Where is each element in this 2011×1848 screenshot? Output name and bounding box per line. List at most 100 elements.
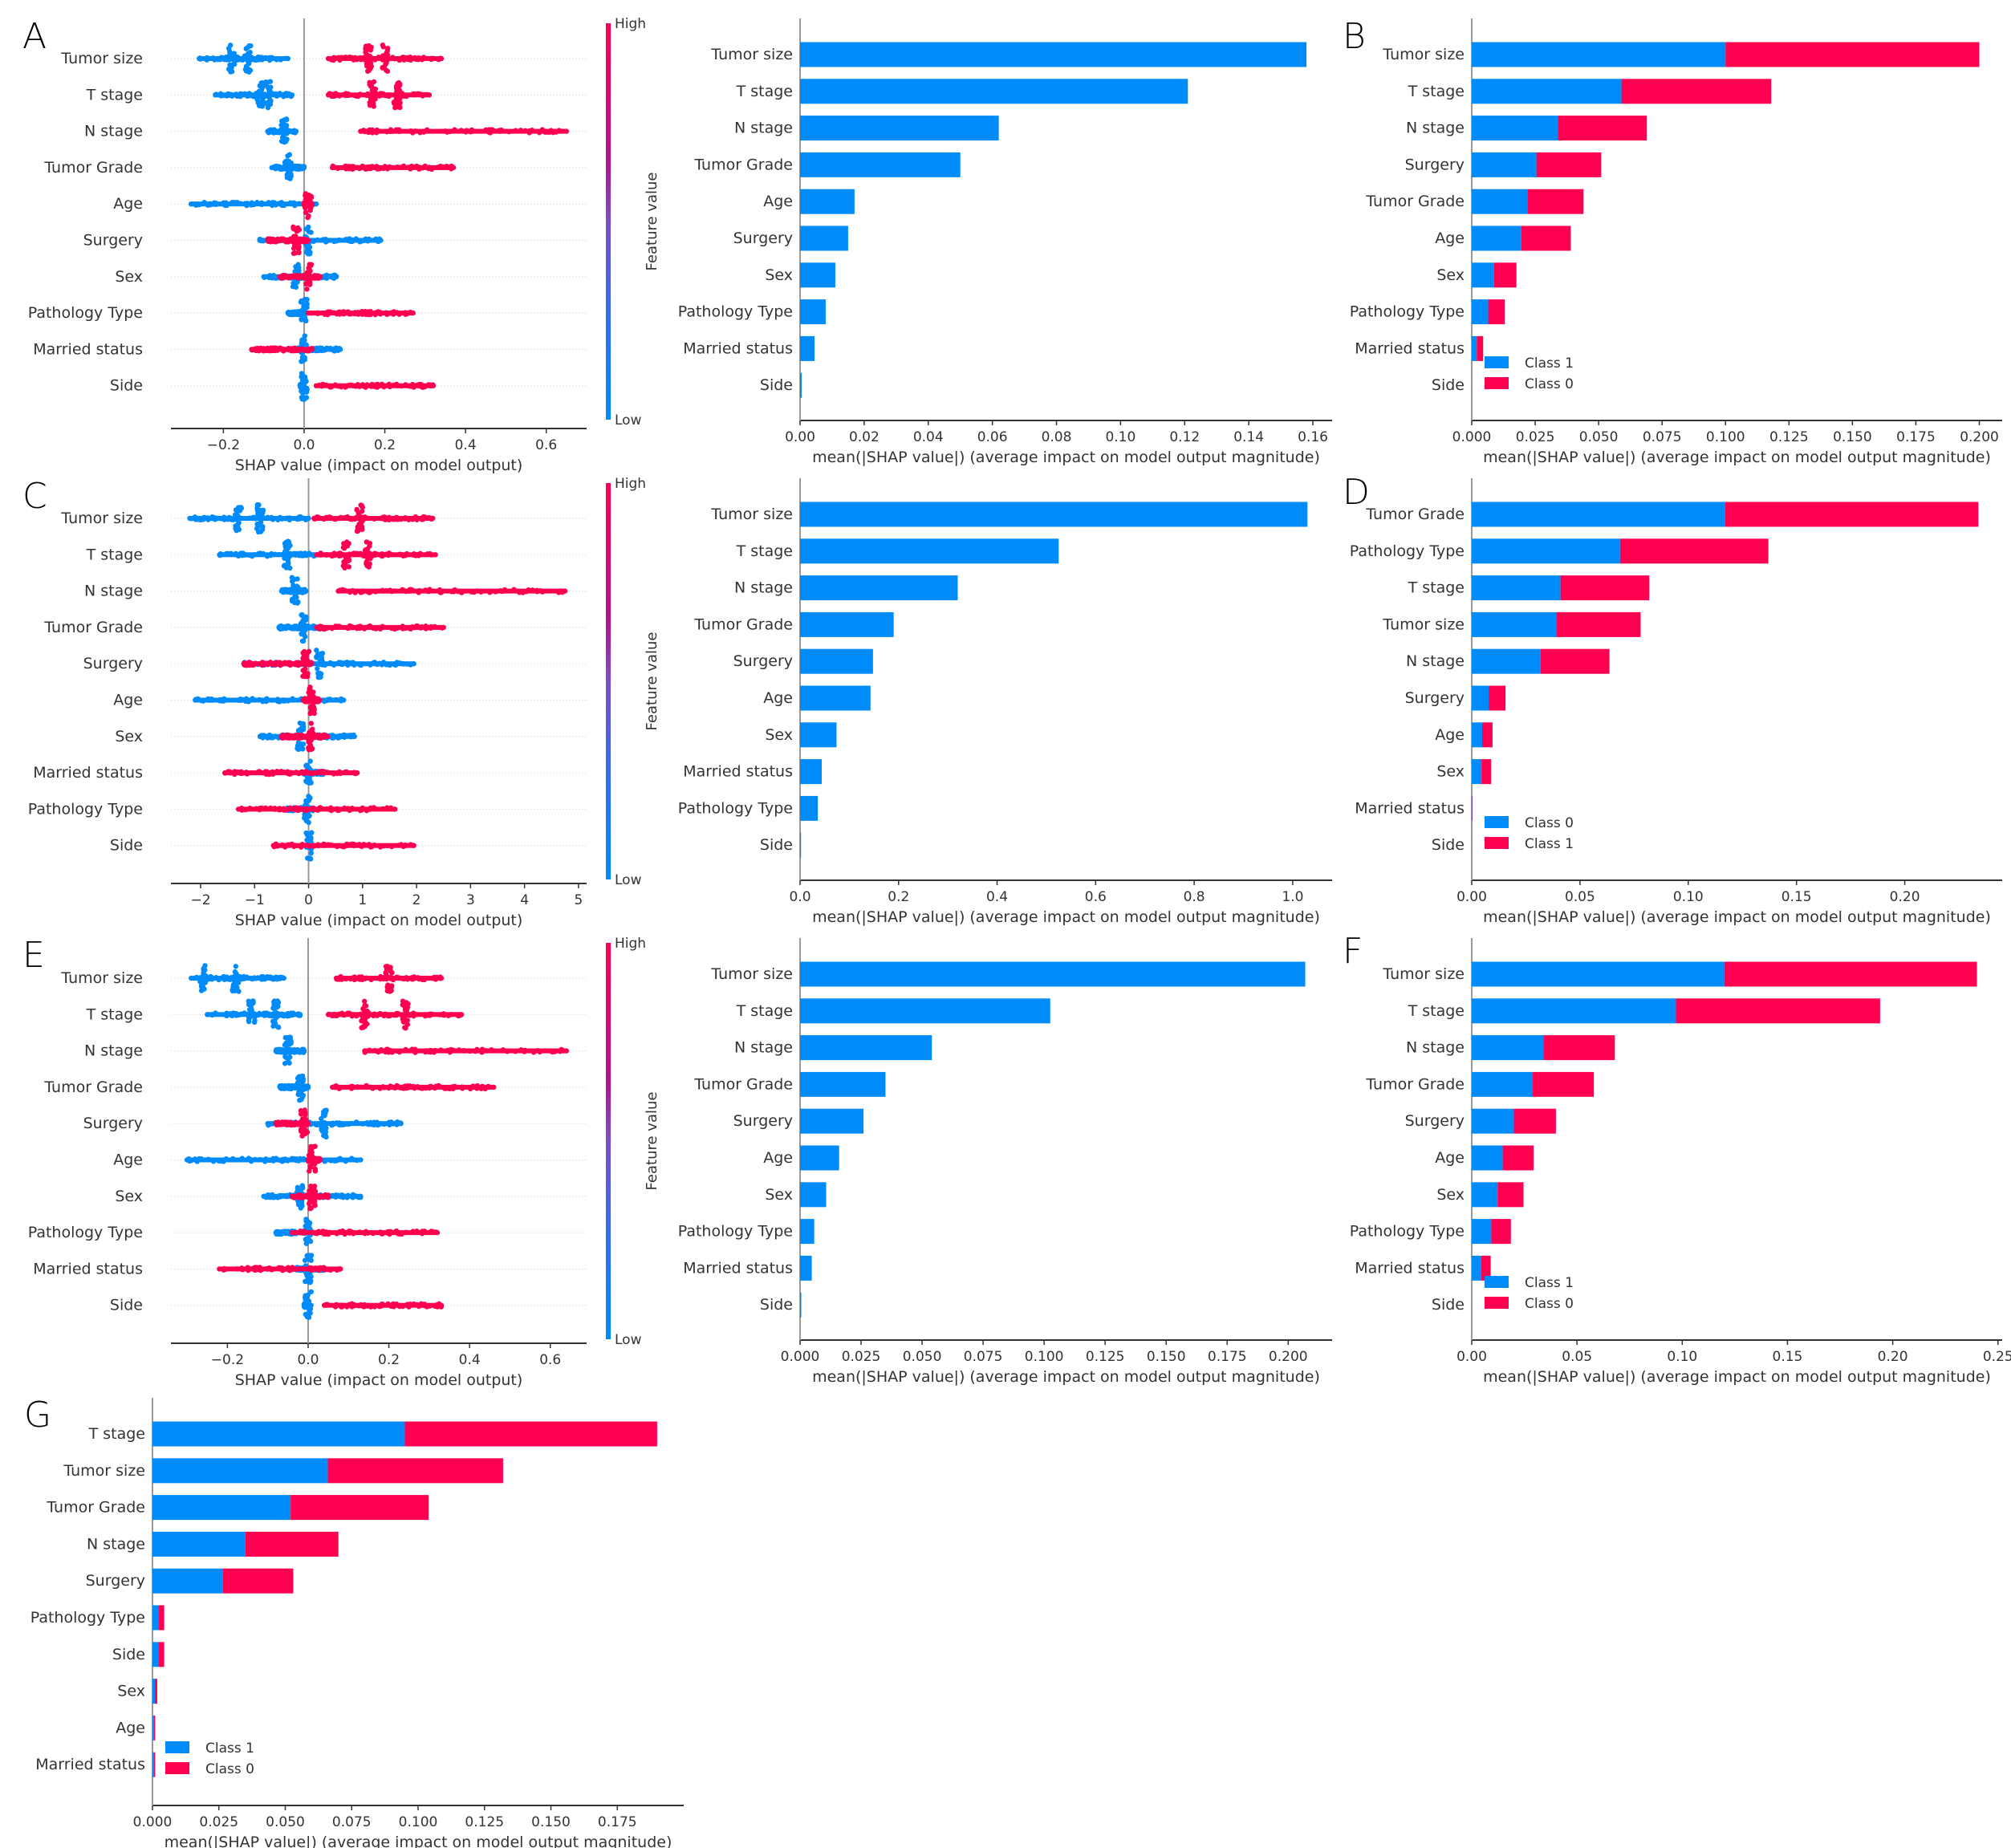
shap-point-low [300, 622, 306, 628]
shap-point-low [292, 599, 298, 606]
category-label: Tumor Grade [1365, 506, 1465, 523]
shap-point-low [299, 316, 304, 322]
category-label: Tumor Grade [693, 156, 793, 173]
x-tick-label: 0.6 [1085, 889, 1107, 905]
shap-point-low [296, 1089, 302, 1095]
shap-point-high [366, 43, 372, 49]
shap-point-band-low [259, 238, 381, 243]
shap-point-low [306, 812, 311, 818]
shap-point-high [394, 96, 400, 102]
shap-point-band-low [215, 92, 292, 98]
category-label: Surgery [733, 652, 793, 670]
bar [800, 372, 802, 398]
shap-point-band-high [332, 164, 454, 170]
shap-point-low [301, 303, 307, 309]
feature-label: Tumor Grade [43, 159, 143, 177]
bar-segment-class-0 [1527, 189, 1584, 214]
legend-swatch [1485, 837, 1509, 849]
x-tick-label: 0.0 [293, 437, 315, 453]
x-tick-label: 2 [412, 892, 421, 908]
shap-point-high [366, 59, 372, 66]
x-tick-label: 0.00 [1456, 889, 1487, 905]
shap-point-band-high [316, 552, 436, 558]
shap-point-low [279, 127, 285, 132]
shap-point-low [282, 1061, 288, 1066]
shap-point-high [405, 1001, 411, 1007]
bar-segment-class-0 [1621, 79, 1772, 104]
bar [800, 538, 1059, 564]
shap-point-low [321, 1133, 327, 1139]
shap-point-low [274, 1005, 279, 1010]
colorbar-title: Feature value [644, 632, 660, 731]
feature-label: Surgery [83, 655, 143, 672]
x-tick-label: 0.15 [1781, 889, 1812, 905]
feature-dots [257, 720, 357, 753]
bar [800, 832, 802, 858]
x-tick-label: 0.025 [1516, 429, 1555, 445]
shap-point-band-low [189, 516, 309, 521]
shap-point-high [380, 64, 385, 71]
shap-point-high [300, 673, 306, 679]
x-tick-label: 0.125 [1769, 429, 1809, 445]
shap-point-high [303, 276, 309, 282]
bar-segment-class-1 [1556, 611, 1641, 637]
feature-label: Married status [33, 340, 143, 358]
feature-label: T stage [86, 1005, 143, 1023]
shap-point-band-high [316, 624, 444, 630]
shap-point-low [319, 1115, 324, 1122]
shap-point-band-high [281, 733, 328, 739]
shap-point-high [367, 79, 372, 86]
shap-point-high [388, 988, 394, 993]
shap-point-band-high [225, 770, 358, 776]
shap-point-low [284, 1035, 290, 1041]
feature-label: Surgery [83, 1115, 143, 1132]
shap-point-low [256, 90, 262, 95]
feature-label: Pathology Type [28, 800, 143, 818]
bar-segment-class-0 [1472, 759, 1482, 785]
x-tick-label: 0.000 [1452, 429, 1492, 445]
category-label: Side [760, 836, 793, 854]
shap-point-high [307, 710, 313, 717]
x-tick-label: 0.12 [1169, 429, 1200, 445]
shap-point-high [394, 88, 400, 95]
shap-point-high [310, 726, 315, 732]
bar [800, 722, 837, 748]
shap-point-low [287, 565, 293, 571]
shap-point-low [297, 1074, 303, 1079]
feature-dots [217, 538, 438, 571]
shap-point-high [290, 225, 296, 231]
feature-dots [197, 43, 445, 75]
bar [800, 335, 815, 361]
shap-point-high [302, 659, 308, 664]
x-tick-label: 1 [358, 892, 367, 908]
shap-point-high [308, 205, 314, 210]
shap-point-band-high [328, 1012, 462, 1017]
shap-point-low [233, 964, 238, 969]
shap-point-low [316, 673, 322, 680]
shap-point-high [364, 554, 370, 560]
x-tick-label: 3 [466, 892, 475, 908]
feature-dots [193, 684, 347, 717]
shap-point-high [308, 692, 315, 699]
shap-point-low [287, 552, 293, 558]
shap-point-band-low [219, 552, 315, 558]
bar [800, 262, 835, 288]
bar [800, 225, 848, 251]
feature-dots [265, 116, 570, 145]
colorbar-high-label: High [615, 476, 646, 492]
bar [800, 152, 961, 177]
shap-point-low [266, 90, 273, 95]
shap-point-high [302, 648, 307, 655]
shap-point-low [304, 242, 310, 249]
shap-point-low [302, 297, 307, 303]
shap-point-low [236, 520, 242, 526]
shap-point-band-high [316, 383, 433, 388]
category-label: Tumor size [1382, 46, 1465, 63]
bar [800, 648, 873, 674]
shap-point-high [362, 1009, 368, 1015]
x-tick-label: 0.0 [789, 889, 810, 905]
shap-point-high [308, 721, 314, 726]
shap-point-low [300, 746, 306, 752]
